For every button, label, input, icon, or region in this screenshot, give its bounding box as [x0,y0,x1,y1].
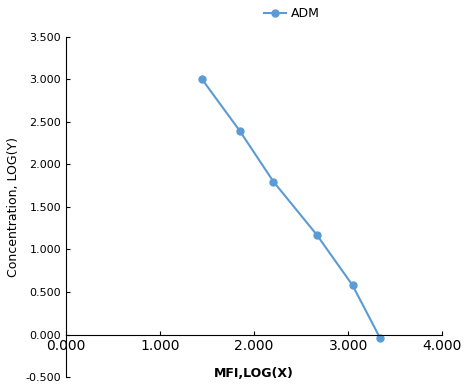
ADM [237,128,242,133]
Line: ADM: ADM [199,76,384,342]
Y-axis label: Concentration, LOG(Y): Concentration, LOG(Y) [7,137,20,277]
ADM [199,77,205,82]
X-axis label: MFI,LOG(X): MFI,LOG(X) [214,367,294,380]
Legend: ADM: ADM [258,2,325,25]
ADM [350,283,356,288]
ADM [378,336,383,341]
ADM [271,179,276,184]
ADM [314,232,319,237]
